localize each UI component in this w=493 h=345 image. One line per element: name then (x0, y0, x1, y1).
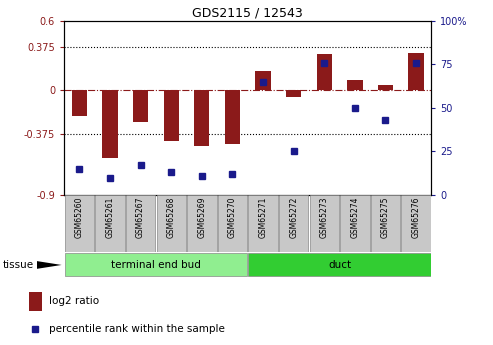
Bar (72, 90, 87, 116)
Text: duct: duct (328, 260, 351, 270)
Bar (164, 90, 179, 141)
Bar (65, 195, 94, 252)
Bar (126, 195, 155, 252)
Text: GSM65272: GSM65272 (289, 197, 298, 238)
Text: GSM65273: GSM65273 (320, 197, 329, 238)
Title: GDS2115 / 12543: GDS2115 / 12543 (192, 7, 303, 20)
Bar (401, 195, 431, 252)
Bar (103, 90, 118, 158)
Text: GSM65274: GSM65274 (351, 197, 359, 238)
Bar (65, 253, 247, 276)
Bar (279, 195, 308, 252)
Text: GSM65269: GSM65269 (197, 197, 207, 238)
Bar (248, 195, 278, 252)
Bar (225, 90, 240, 144)
Bar (194, 90, 210, 146)
Bar (371, 195, 400, 252)
Bar (156, 195, 186, 252)
Bar (95, 195, 125, 252)
Bar (310, 195, 339, 252)
Text: tissue: tissue (2, 260, 34, 270)
Text: GSM65261: GSM65261 (106, 197, 114, 238)
Bar (187, 195, 216, 252)
Text: GSM65271: GSM65271 (258, 197, 268, 238)
Bar (29, 292, 42, 311)
Bar (340, 195, 370, 252)
Bar (286, 90, 301, 97)
Bar (255, 71, 271, 90)
Bar (248, 253, 431, 276)
Bar (218, 195, 247, 252)
Bar (317, 55, 332, 90)
Bar (133, 90, 148, 122)
Bar (408, 53, 423, 90)
Bar (378, 85, 393, 90)
Text: GSM65275: GSM65275 (381, 197, 390, 238)
Text: terminal end bud: terminal end bud (111, 260, 201, 270)
Text: GSM65270: GSM65270 (228, 197, 237, 238)
Text: GSM65267: GSM65267 (136, 197, 145, 238)
Text: log2 ratio: log2 ratio (48, 296, 99, 306)
Text: GSM65276: GSM65276 (412, 197, 421, 238)
Text: GSM65268: GSM65268 (167, 197, 176, 238)
Polygon shape (37, 261, 62, 269)
Bar (347, 80, 362, 90)
Text: percentile rank within the sample: percentile rank within the sample (48, 324, 224, 334)
Text: GSM65260: GSM65260 (75, 197, 84, 238)
